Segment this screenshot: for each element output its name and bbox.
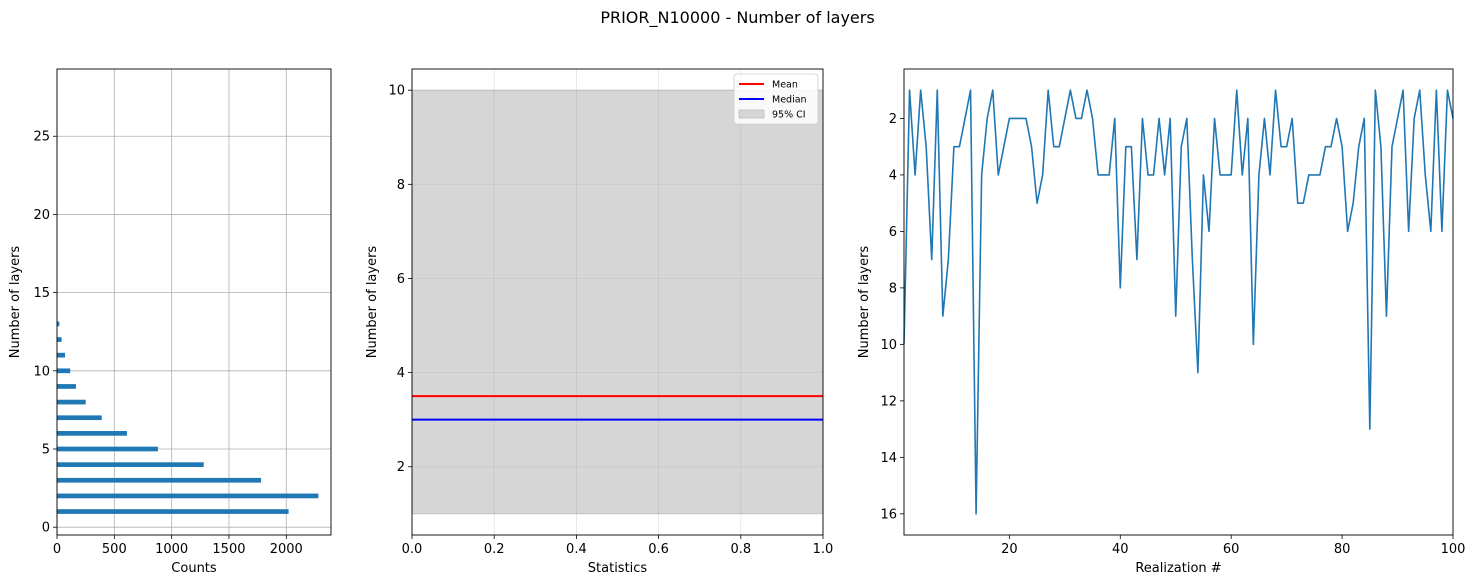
y-tick-label: 6 bbox=[889, 225, 897, 240]
histogram-bar bbox=[57, 493, 319, 499]
y-tick-label: 4 bbox=[397, 366, 405, 381]
x-axis-label: Realization # bbox=[1135, 561, 1221, 576]
x-tick-label: 0.2 bbox=[484, 542, 505, 557]
x-tick-label: 1500 bbox=[212, 542, 245, 557]
x-axis-label: Statistics bbox=[588, 561, 648, 576]
y-tick-label: 4 bbox=[889, 168, 897, 183]
histogram-bar bbox=[57, 352, 66, 358]
histogram-bar bbox=[57, 415, 102, 421]
legend-swatch bbox=[738, 109, 765, 119]
histogram-bar bbox=[57, 462, 204, 467]
y-tick-label: 20 bbox=[33, 208, 50, 223]
x-tick-label: 100 bbox=[1441, 542, 1466, 557]
panel-2-axes: 20 40 60 80 100 2 4 6 8 10 12 14 16 Realization # Numb… bbox=[857, 112, 1465, 576]
y-axis-label: Number of layers bbox=[365, 246, 380, 359]
histogram-bar bbox=[57, 368, 71, 374]
histogram-bar bbox=[57, 431, 127, 436]
legend-label: Median bbox=[772, 95, 807, 106]
x-tick-label: 1000 bbox=[155, 542, 188, 557]
x-tick-label: 1.0 bbox=[813, 542, 834, 557]
histogram-bar bbox=[57, 337, 62, 342]
x-tick-label: 0 bbox=[53, 542, 61, 557]
figure-title: PRIOR_N10000 - Number of layers bbox=[600, 8, 875, 27]
y-tick-label: 2 bbox=[889, 112, 897, 127]
panel-2-frame bbox=[411, 68, 824, 536]
y-tick-label: 10 bbox=[388, 84, 405, 99]
x-tick-label: 0.6 bbox=[648, 542, 669, 557]
x-tick-label: 80 bbox=[1334, 542, 1351, 557]
legend: Mean Median 95% CI bbox=[733, 73, 819, 125]
histogram-bar bbox=[57, 509, 289, 514]
histogram-bar bbox=[57, 446, 158, 452]
x-tick-label: 60 bbox=[1223, 542, 1240, 557]
histogram-bar bbox=[57, 321, 60, 327]
y-tick-label: 25 bbox=[33, 130, 50, 145]
y-tick-label: 6 bbox=[397, 272, 405, 287]
panel-3-frame bbox=[903, 68, 1454, 536]
y-axis-label: Number of layers bbox=[8, 246, 23, 359]
legend-label: 95% CI bbox=[772, 110, 806, 121]
y-tick-label: 14 bbox=[880, 451, 897, 466]
y-tick-label: 15 bbox=[33, 286, 50, 301]
panel-0-axes: 0 500 1000 1500 2000 0 5 10 15 20 25 Counts Number o… bbox=[8, 130, 303, 576]
y-tick-label: 8 bbox=[889, 281, 897, 296]
x-axis-label: Counts bbox=[171, 561, 217, 576]
y-tick-label: 5 bbox=[42, 442, 50, 457]
y-tick-label: 8 bbox=[397, 178, 405, 193]
x-tick-label: 20 bbox=[1001, 542, 1018, 557]
x-tick-label: 0.4 bbox=[566, 542, 587, 557]
y-axis-label: Number of layers bbox=[857, 246, 872, 359]
panel-1-bars bbox=[57, 321, 319, 514]
histogram-bar bbox=[57, 399, 86, 405]
x-tick-label: 500 bbox=[102, 542, 127, 557]
y-tick-label: 12 bbox=[880, 394, 897, 409]
y-tick-label: 0 bbox=[42, 521, 50, 536]
y-tick-label: 16 bbox=[880, 507, 897, 522]
y-tick-label: 10 bbox=[33, 364, 50, 379]
y-tick-label: 10 bbox=[880, 338, 897, 353]
realization-series-line bbox=[903, 89, 1454, 515]
histogram-bar bbox=[57, 477, 262, 483]
x-tick-label: 0.8 bbox=[730, 542, 751, 557]
x-tick-label: 0.0 bbox=[402, 542, 423, 557]
y-tick-label: 2 bbox=[397, 460, 405, 475]
panel-1-frame bbox=[56, 68, 332, 536]
panel-1-axes: 0.0 0.2 0.4 0.6 0.8 1.0 2 4 6 8 10 Statistics Number… bbox=[365, 84, 833, 576]
x-tick-label: 40 bbox=[1112, 542, 1129, 557]
legend-label: Mean bbox=[772, 80, 798, 91]
x-tick-label: 2000 bbox=[270, 542, 303, 557]
histogram-bar bbox=[57, 384, 76, 389]
ci-band bbox=[411, 89, 824, 515]
